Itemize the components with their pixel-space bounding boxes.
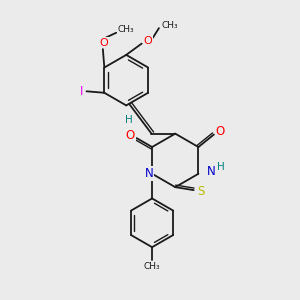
Text: O: O xyxy=(216,125,225,138)
Text: CH₃: CH₃ xyxy=(117,25,134,34)
Text: CH₃: CH₃ xyxy=(161,21,178,30)
Text: O: O xyxy=(99,38,108,48)
Text: O: O xyxy=(125,129,135,142)
Text: N: N xyxy=(207,165,215,178)
Text: CH₃: CH₃ xyxy=(144,262,160,271)
Text: N: N xyxy=(145,167,154,180)
Text: H: H xyxy=(125,115,133,125)
Text: H: H xyxy=(217,162,225,172)
Text: I: I xyxy=(80,85,83,98)
Text: S: S xyxy=(197,185,205,198)
Text: O: O xyxy=(144,36,153,46)
